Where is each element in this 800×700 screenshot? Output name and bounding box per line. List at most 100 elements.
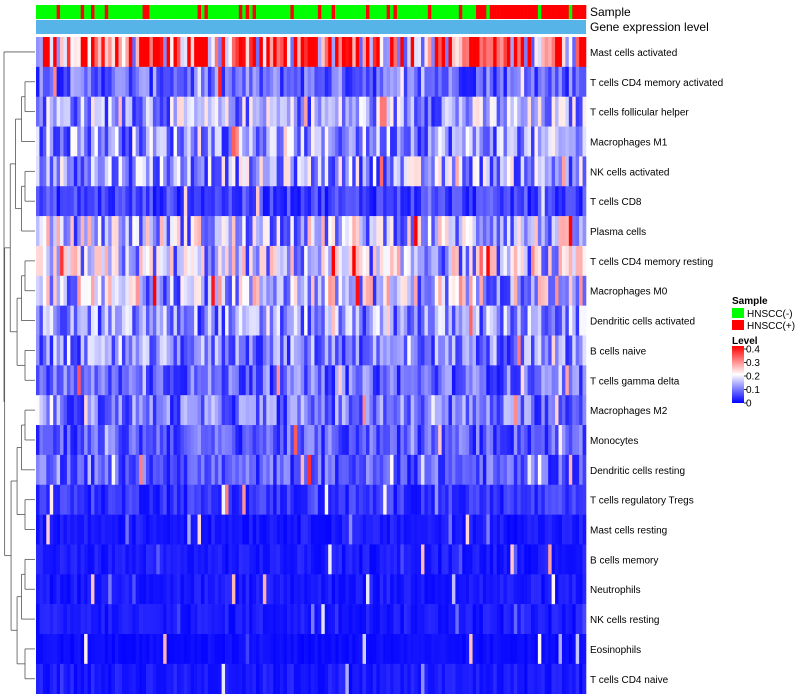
heatmap-cell [252,484,257,515]
heatmap-cell [506,186,511,217]
heatmap-cell [194,634,198,665]
heatmap-cell [348,454,353,486]
heatmap-cell [276,245,281,277]
sample-cell [469,5,473,19]
heatmap-cell [197,186,202,217]
heatmap-cell [121,37,126,68]
heatmap-cell [362,37,367,68]
heatmap-cell [407,216,411,247]
heatmap-cell [159,544,164,575]
heatmap-cell [290,484,295,515]
heatmap-cell [561,634,566,665]
heatmap-cell [36,186,40,217]
heatmap-cell [311,514,315,545]
heatmap-cell [214,245,219,277]
heatmap-cell [414,634,418,665]
heatmap-cell [139,634,143,665]
heatmap-cell [462,186,466,217]
heatmap-cell [434,634,439,665]
heatmap-cell [183,335,188,366]
heatmap-cell [214,66,219,97]
heatmap-cell [259,365,264,396]
heatmap-cell [63,275,68,306]
heatmap-cell [541,305,546,336]
heatmap-cell [520,66,525,97]
heatmap-cell [146,663,150,694]
heatmap-cell [417,365,422,396]
heatmap-cell [183,425,188,456]
heatmap-cell [139,186,143,217]
heatmap-cell [400,514,405,545]
heatmap-cell [400,37,405,68]
heatmap-cell [42,126,47,157]
heatmap-cell [180,663,185,694]
heatmap-cell [56,66,61,97]
heatmap-cell [451,66,456,97]
heatmap-cell [221,544,226,575]
heatmap-cell [541,634,546,665]
heatmap-cell [101,156,106,187]
heatmap-cell [506,663,511,694]
heatmap-cell [582,365,587,396]
heatmap-cell [56,186,61,217]
heatmap-cell [180,604,185,635]
heatmap-cell [503,395,508,426]
heatmap-cell [245,454,250,486]
heatmap-cell [125,484,130,515]
heatmap-cell [152,275,157,306]
heatmap-cell [115,96,119,127]
heatmap-cell [462,335,466,366]
heatmap-cell [207,604,212,635]
heatmap-cell [417,186,422,217]
heatmap-cell [414,484,418,515]
heatmap-cell [527,66,532,97]
heatmap-cell [125,96,130,127]
heatmap-cell [176,365,181,396]
heatmap-cell [482,365,487,396]
heatmap-cell [139,305,143,336]
heatmap-cell [438,514,442,545]
heatmap-cell [510,305,515,336]
heatmap-cell [376,514,381,545]
heatmap-cell [396,96,401,127]
heatmap-cell [317,544,322,575]
heatmap-cell [352,604,356,635]
heatmap-cell [176,37,181,68]
heatmap-cell [448,663,453,694]
heatmap-cell [70,37,75,68]
heatmap-cell [352,484,356,515]
expression-track-bar [36,20,586,34]
heatmap-cell [293,186,298,217]
heatmap-cell [132,216,136,247]
heatmap-cell [238,425,243,456]
heatmap-cell [49,544,54,575]
heatmap-cell [527,37,532,68]
heatmap-cell [46,514,51,545]
heatmap-cell [238,216,243,247]
heatmap-cell [513,216,518,247]
heatmap-cell [469,126,473,157]
heatmap-cell [510,245,515,277]
heatmap-cell [534,305,539,336]
heatmap-cell [180,484,185,515]
heatmap-cell [417,425,422,456]
heatmap-cell [142,216,147,247]
sample-cell [36,5,40,19]
heatmap-cell [424,335,429,366]
heatmap-cell [458,186,463,217]
heatmap-cell [379,544,384,575]
heatmap-cell [39,305,44,336]
heatmap-cell [434,186,439,217]
heatmap-cell [87,186,92,217]
heatmap-cell [366,425,370,456]
heatmap-cell [314,305,319,336]
heatmap-cell [431,37,436,68]
heatmap-cell [458,216,463,247]
heatmap-cell [520,335,525,366]
heatmap-cell [80,305,85,336]
heatmap-cell [180,305,185,336]
heatmap-cell [524,395,528,426]
heatmap-cell [280,245,284,277]
heatmap-cell [128,305,133,336]
heatmap-cell [166,305,171,336]
